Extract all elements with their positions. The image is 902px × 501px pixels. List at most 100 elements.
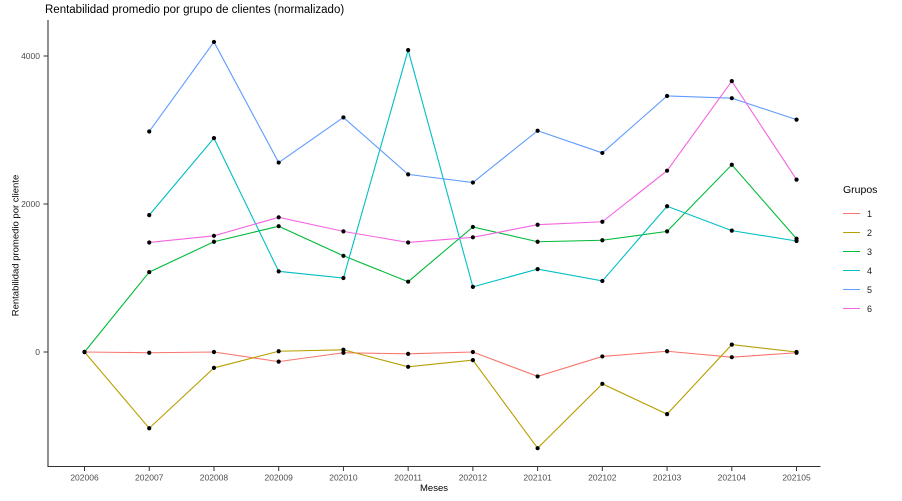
data-point-g3-202009 [276,224,281,229]
data-point-g1-202102 [600,354,605,359]
data-point-g6-202105 [794,177,799,182]
x-tick-label: 202104 [718,473,747,483]
x-tick-label: 202101 [523,473,552,483]
series-line-4 [148,48,797,288]
data-point-g1-202007 [147,350,152,355]
data-point-g5-202103 [664,93,670,99]
x-tick-label: 202007 [135,473,164,483]
x-tick-label: 202103 [653,473,682,483]
data-point-g6-202104 [729,79,734,84]
data-point-g5-202011 [406,172,411,177]
legend-key-line [843,251,860,252]
data-point-g2-202103 [664,412,670,417]
data-point-g3-202006 [82,349,87,355]
data-point-g1-202101 [535,374,540,379]
data-point-g5-202104 [729,96,734,101]
x-tick-label: 202105 [782,473,811,483]
data-point-g6-202103 [664,168,670,173]
series-line-2 [84,344,797,450]
chart-title: Rentabilidad promedio por grupo de clien… [45,4,345,16]
y-tick-label: 4000 [21,51,40,61]
legend-label: 3 [867,246,873,257]
data-point-g2-202102 [600,381,605,386]
data-point-g6-202101 [535,222,540,227]
x-tick-label: 202009 [265,473,294,483]
x-tick-label: 202012 [459,473,488,483]
legend-key-line [843,289,860,290]
data-point-g1-202011 [406,351,411,356]
data-point-g2-202008 [211,365,217,371]
data-point-g6-202009 [276,215,281,220]
data-point-g6-202008 [211,233,217,238]
data-point-g6-202010 [341,229,346,234]
legend-key-line [843,232,860,233]
series-line-1 [84,350,797,378]
data-point-g5-202102 [600,150,605,156]
legend-item-6: 6 [843,299,901,318]
data-point-g1-202104 [729,355,734,360]
data-point-g2-202104 [729,342,734,347]
legend-item-3: 3 [843,242,901,261]
data-point-g5-202101 [535,128,540,133]
data-point-g4-202104 [729,228,734,233]
data-point-g3-202007 [147,269,152,275]
x-tick-label: 202102 [588,473,617,483]
data-point-g5-202012 [470,180,475,185]
data-point-g4-202007 [147,213,152,218]
legend-label: 6 [867,303,873,314]
data-point-g3-202012 [470,224,475,230]
data-point-g6-202011 [406,240,411,245]
legend-item-2: 2 [843,223,901,242]
data-point-g3-202101 [535,239,540,244]
x-axis-title: Meses [420,483,448,494]
data-point-g4-202012 [470,284,475,289]
data-point-g4-202101 [535,267,540,272]
data-point-g4-202103 [664,204,670,209]
legend-item-5: 5 [843,280,901,299]
data-point-g5-202009 [276,160,281,165]
data-point-g5-202010 [341,115,346,120]
data-point-g5-202008 [211,39,217,45]
data-point-g6-202012 [470,235,475,240]
x-tick-label: 202010 [329,473,358,483]
data-point-g2-202105 [794,349,799,355]
data-point-g2-202010 [341,347,346,352]
legend-key-line [843,213,860,214]
x-tick-label: 202008 [200,473,229,483]
data-point-g4-202105 [794,238,799,244]
legend-item-1: 1 [843,204,901,223]
data-point-g4-202102 [600,278,605,284]
data-point-g4-202010 [341,275,346,281]
data-point-g5-202007 [147,129,152,134]
data-point-g3-202011 [406,279,411,284]
data-point-g2-202009 [276,349,281,354]
y-tick-label: 0 [35,347,40,357]
data-point-g4-202008 [211,136,217,141]
data-point-g6-202102 [600,219,605,224]
legend-key-line [843,270,860,271]
legend-key-line [843,308,860,309]
legend-label: 1 [867,208,873,219]
y-tick-label: 2000 [21,199,40,209]
axis-lines [47,20,821,468]
data-point-g1-202010 [341,350,346,355]
legend: Grupos 1 2 3 4 5 6 [843,184,901,318]
data-point-g4-202011 [406,47,411,53]
series-line-3 [84,163,797,353]
data-point-g3-202008 [211,239,217,244]
legend-title: Grupos [843,184,878,196]
data-point-g3-202010 [341,253,346,258]
legend-items: 1 2 3 4 5 6 [843,204,901,318]
legend-label: 2 [867,227,873,238]
data-point-g3-202104 [729,162,734,167]
legend-label: 4 [867,265,873,276]
data-point-g3-202102 [600,238,605,243]
data-point-g1-202008 [211,349,217,355]
data-point-g2-202007 [147,426,152,431]
data-point-g2-202012 [470,358,475,363]
data-point-g4-202009 [276,269,281,274]
x-tick-label: 202006 [70,473,99,483]
legend-label: 5 [867,284,873,295]
